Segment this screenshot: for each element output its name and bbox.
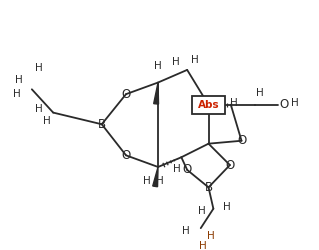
Polygon shape	[154, 82, 159, 104]
Text: H: H	[35, 104, 42, 114]
Text: H: H	[35, 63, 42, 73]
Text: H: H	[42, 116, 50, 126]
Text: H: H	[156, 176, 164, 186]
Text: H: H	[223, 202, 231, 212]
Text: O: O	[280, 98, 289, 111]
Text: O: O	[237, 134, 246, 147]
Text: H: H	[143, 176, 150, 186]
Text: H: H	[199, 240, 207, 250]
Text: H: H	[182, 226, 190, 236]
Text: H: H	[230, 98, 238, 108]
Text: Abs: Abs	[198, 100, 219, 110]
Text: B: B	[98, 118, 106, 131]
Text: H: H	[13, 89, 21, 99]
Text: O: O	[225, 158, 234, 172]
Text: H: H	[172, 57, 179, 67]
Text: H: H	[191, 55, 199, 65]
Text: H: H	[256, 88, 264, 98]
FancyBboxPatch shape	[192, 96, 225, 114]
Text: H: H	[173, 164, 180, 174]
Text: B: B	[204, 181, 212, 194]
Polygon shape	[153, 167, 158, 187]
Text: H: H	[291, 98, 299, 108]
Text: O: O	[182, 164, 192, 176]
Text: H: H	[15, 74, 23, 85]
Text: O: O	[122, 149, 131, 162]
Text: H: H	[154, 61, 162, 71]
Text: O: O	[122, 88, 131, 101]
Text: H: H	[198, 206, 206, 216]
Text: H: H	[207, 231, 214, 241]
